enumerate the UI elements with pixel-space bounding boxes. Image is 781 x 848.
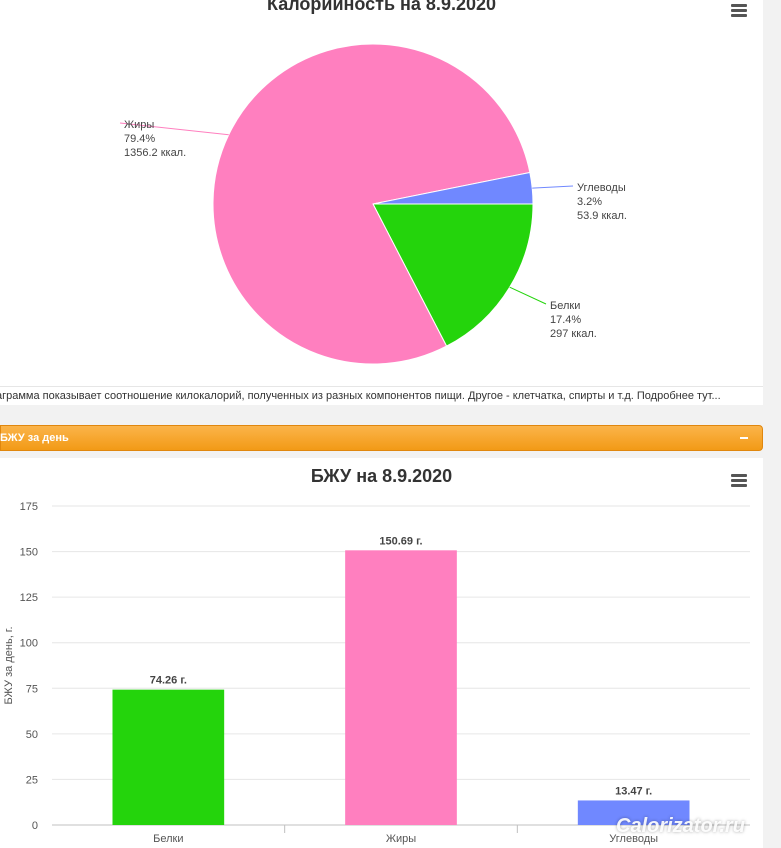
section-title: БЖУ за день xyxy=(0,432,69,444)
bar-data-label-1: 74.26 г. xyxy=(150,675,187,687)
bar-2[interactable] xyxy=(345,550,457,825)
bju-bar-panel: БЖУ на 8.9.2020 0 25 50 75 100 125 150 175 74.26… xyxy=(0,458,763,848)
pie-label-3-line-1: Углеводы xyxy=(577,182,626,194)
watermark-logo: Calorizator.ru xyxy=(616,815,745,837)
y-tick-label-8: 175 xyxy=(20,501,38,513)
bju-section-header[interactable]: БЖУ за день xyxy=(0,425,763,451)
pie-chart-title: Калорийность на 8.9.2020 xyxy=(266,0,496,14)
minus-icon[interactable] xyxy=(740,437,748,439)
x-category-label-3: Углеводы xyxy=(609,833,658,845)
pie-label-1-line-1: Белки xyxy=(550,300,580,312)
pie-slice-1[interactable] xyxy=(372,203,534,347)
bar-chart-title: БЖУ на 8.9.2020 xyxy=(310,466,453,486)
pie-slice-2[interactable] xyxy=(212,43,531,365)
pie-label-2-line-3: 1356.2 ккал. xyxy=(124,147,186,159)
y-tick-label-6: 125 xyxy=(20,592,38,604)
calorie-pie-panel: Калорийность на 8.9.2020 Белки 17.4% 297 к… xyxy=(0,0,763,388)
y-tick-label-3: 50 xyxy=(26,729,38,741)
pie-chart: Белки 17.4% 297 ккал. Жиры 79.4% 1356.2 ккал.… xyxy=(119,43,627,365)
bar-1[interactable] xyxy=(112,689,225,825)
pie-connector-3 xyxy=(532,185,574,189)
pie-label-1-line-3: 297 ккал. xyxy=(550,328,597,340)
pie-label-3-line-2: 3.2% xyxy=(577,196,602,208)
pie-connector-1 xyxy=(509,286,547,305)
pie-caption-text: аграмма показывает соотношение килокалор… xyxy=(0,390,721,402)
y-tick-label-2: 25 xyxy=(26,774,38,786)
x-category-label-1: Белки xyxy=(153,833,183,845)
y-axis-title: БЖУ за день, г. xyxy=(3,626,15,704)
y-tick-label-7: 150 xyxy=(20,547,38,559)
pie-connector-2 xyxy=(119,122,229,136)
hamburger-menu-icon[interactable] xyxy=(731,4,747,17)
y-tick-label-4: 75 xyxy=(26,683,38,695)
pie-caption: аграмма показывает соотношение килокалор… xyxy=(0,386,763,405)
bar-data-label-2: 150.69 г. xyxy=(379,535,422,547)
hamburger-menu-icon[interactable] xyxy=(731,474,747,487)
y-tick-label-5: 100 xyxy=(20,638,38,650)
pie-label-1-line-2: 17.4% xyxy=(550,314,581,326)
pie-label-2-line-2: 79.4% xyxy=(124,133,155,145)
bar-chart: 0 25 50 75 100 125 150 175 74.26 г. Белки 150.69 г… xyxy=(3,501,750,845)
bar-data-label-3: 13.47 г. xyxy=(615,785,652,797)
pie-label-2-line-1: Жиры xyxy=(124,119,154,131)
x-category-label-2: Жиры xyxy=(386,833,416,845)
bar-3[interactable] xyxy=(577,800,690,825)
pie-label-3-line-3: 53.9 ккал. xyxy=(577,210,627,222)
y-tick-label-1: 0 xyxy=(32,820,38,832)
